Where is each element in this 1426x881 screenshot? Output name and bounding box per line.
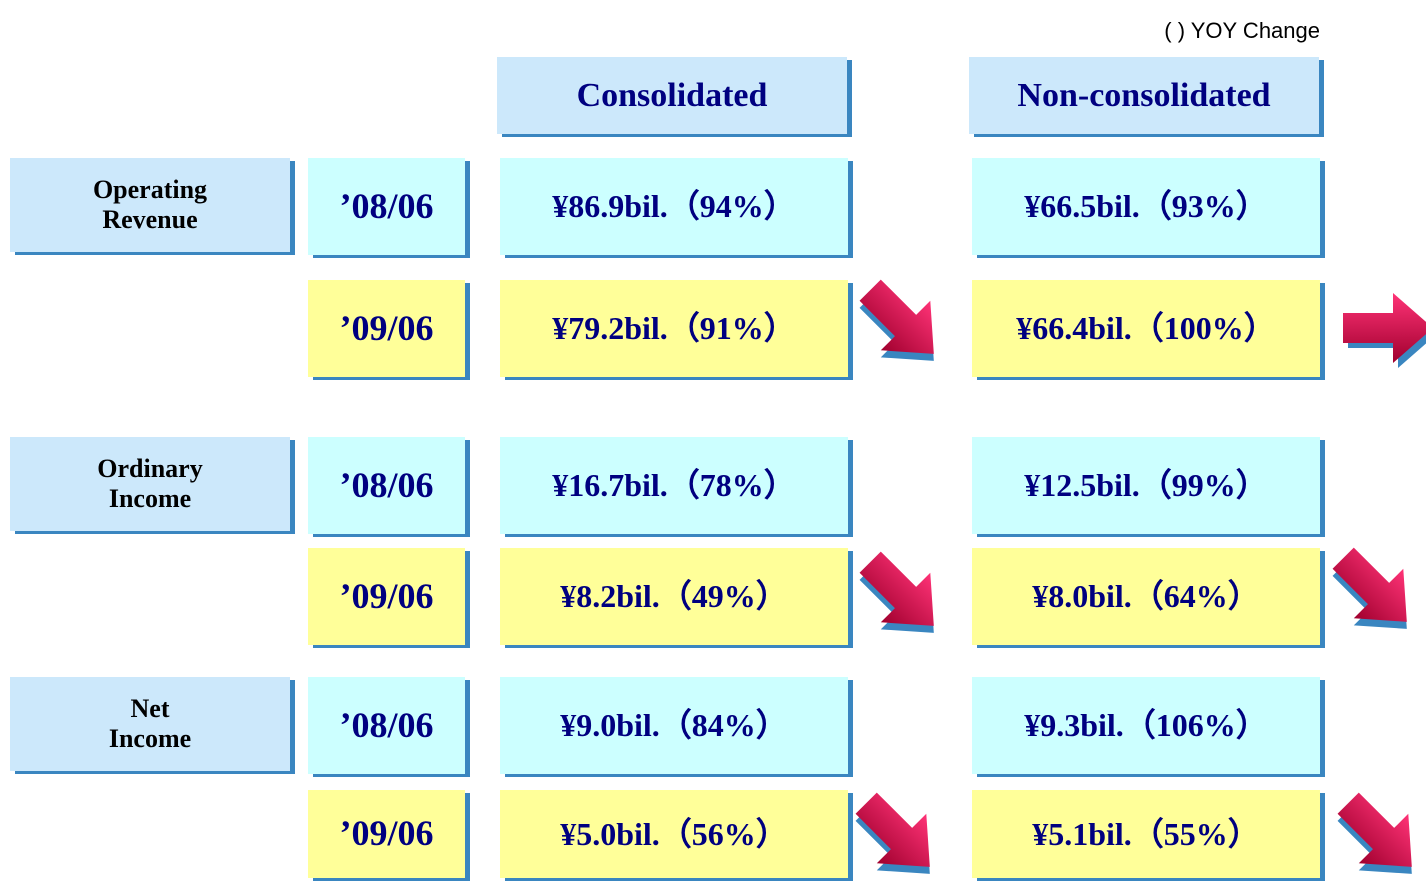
value-cell: ¥66.4bil.（100%） [972, 280, 1320, 377]
value-cell: ¥9.0bil.（84%） [500, 677, 848, 774]
label-line: Income [108, 724, 192, 753]
label-line: Income [108, 484, 192, 513]
header-text: Non-consolidated [1017, 76, 1271, 114]
down-arrow [841, 265, 963, 386]
value: ¥16.7bil.（78%） [552, 467, 796, 504]
period-cell: ’08/06 [308, 158, 465, 255]
value: ¥86.9bil.（94%） [552, 188, 796, 225]
period-cell: ’08/06 [308, 677, 465, 774]
value-cell: ¥8.0bil.（64%） [972, 548, 1320, 645]
value-cell: ¥8.2bil.（49%） [500, 548, 848, 645]
value: ¥79.2bil.（91%） [552, 310, 796, 347]
value: ¥66.5bil.（93%） [1024, 188, 1268, 225]
value-cell: ¥16.7bil.（78%） [500, 437, 848, 534]
period-cell: ’09/06 [308, 280, 465, 377]
row-label: Ordinary Income [10, 437, 290, 531]
down-arrow [837, 778, 959, 881]
value: ¥8.0bil.（64%） [1032, 578, 1260, 615]
label-line: Revenue [102, 205, 198, 234]
value-cell: ¥5.1bil.（55%） [972, 790, 1320, 878]
period: ’09/06 [339, 813, 434, 854]
period-cell: ’08/06 [308, 437, 465, 534]
column-header: Non-consolidated [969, 57, 1319, 134]
value: ¥5.0bil.（56%） [560, 815, 788, 852]
note: ( ) YOY Change [1164, 18, 1320, 43]
row-label: Operating Revenue [10, 158, 290, 252]
flat-arrow [1343, 293, 1426, 368]
value: ¥9.3bil.（106%） [1024, 707, 1268, 744]
period: ’08/06 [339, 185, 434, 226]
period: ’08/06 [339, 704, 434, 745]
down-arrow [1319, 778, 1426, 881]
value-cell: ¥79.2bil.（91%） [500, 280, 848, 377]
down-arrow [841, 537, 963, 658]
value: ¥8.2bil.（49%） [560, 578, 788, 615]
label-line: Net [130, 694, 170, 724]
label-line: Operating [92, 175, 208, 205]
value: ¥5.1bil.（55%） [1032, 815, 1260, 852]
period: ’08/06 [339, 464, 434, 505]
header-text: Consolidated [576, 76, 768, 114]
column-header: Consolidated [497, 57, 847, 134]
value: ¥12.5bil.（99%） [1024, 467, 1268, 504]
row-label: Net Income [10, 677, 290, 771]
value: ¥9.0bil.（84%） [560, 707, 788, 744]
value-cell: ¥86.9bil.（94%） [500, 158, 848, 255]
value: ¥66.4bil.（100%） [1016, 310, 1276, 347]
period: ’09/06 [339, 307, 434, 348]
period-cell: ’09/06 [308, 548, 465, 645]
period-cell: ’09/06 [308, 790, 465, 878]
value-cell: ¥9.3bil.（106%） [972, 677, 1320, 774]
value-cell: ¥5.0bil.（56%） [500, 790, 848, 878]
period: ’09/06 [339, 575, 434, 616]
label-line: Ordinary [97, 454, 203, 484]
value-cell: ¥12.5bil.（99%） [972, 437, 1320, 534]
value-cell: ¥66.5bil.（93%） [972, 158, 1320, 255]
down-arrow [1314, 533, 1426, 654]
